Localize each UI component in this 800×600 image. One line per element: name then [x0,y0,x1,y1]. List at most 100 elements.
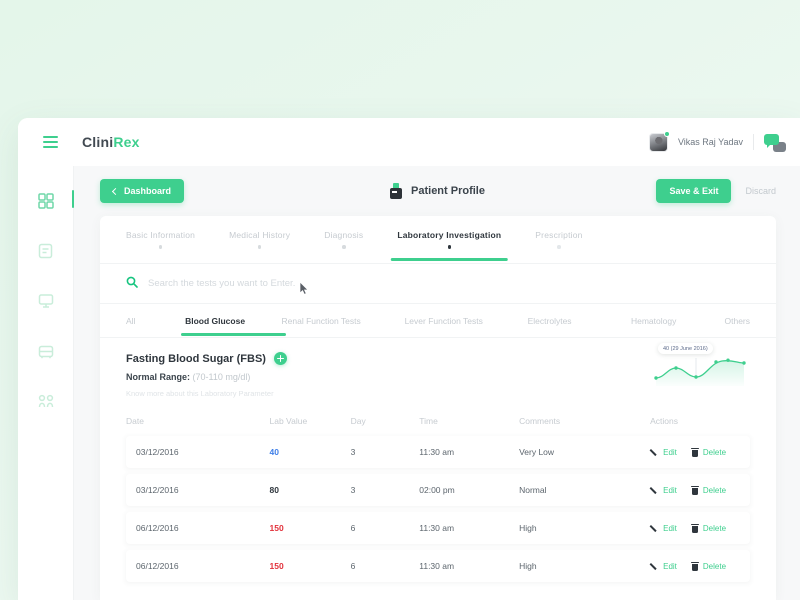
delete-button[interactable]: Delete [690,447,726,457]
search-icon [126,275,138,293]
edit-button[interactable]: Edit [650,562,677,571]
table-row[interactable]: 06/12/2016 150 6 11:30 am High Edit [126,512,750,544]
step-label: Medical History [229,230,291,240]
cell-date: 06/12/2016 [136,561,179,571]
step-dot [158,245,163,249]
chart-point [674,366,678,370]
trash-icon [690,561,699,571]
test-title-row: Fasting Blood Sugar (FBS) [126,352,750,365]
table-header-row: Date Lab Value Day Time Comments Actions [126,414,750,430]
normal-range-label: Normal Range: [126,372,191,382]
user-name-label: Vikas Raj Yadav [677,137,743,147]
search-input[interactable] [148,278,468,289]
step-label: Laboratory Investigation [397,230,502,240]
delete-button[interactable]: Delete [690,523,726,533]
edit-label: Edit [663,561,677,571]
step-diagnosis[interactable]: Diagnosis [324,230,363,249]
step-dot [257,245,262,249]
cell-lab-value: 40 [269,447,279,457]
tab-hematology[interactable]: Hematology [630,315,677,326]
dashboard-button-label: Dashboard [124,186,172,196]
step-laboratory-investigation[interactable]: Laboratory Investigation [391,230,508,261]
action-bar: Dashboard Patient Profile Save & Exit Di… [74,166,800,216]
sidebar-item-monitor[interactable] [31,288,61,314]
table-row[interactable]: 03/12/2016 80 3 02:00 pm Normal Edit [126,474,750,506]
hamburger-menu-icon[interactable] [30,136,70,148]
app-window: CliniRex Vikas Raj Yadav [18,118,800,600]
column-header-day: Day [350,416,366,426]
chat-bubble-front [764,133,779,148]
cell-comments: Very Low [519,447,555,457]
cell-lab-value: 150 [269,561,284,571]
book-records-icon [38,243,53,259]
discard-button[interactable]: Discard [745,186,776,196]
table-row[interactable]: 03/12/2016 40 3 11:30 am Very Low Edit [126,436,750,468]
tab-lever-function-tests[interactable]: Lever Function Tests [404,315,483,326]
know-more-link[interactable]: Know more about this Laboratory Paramete… [126,389,274,398]
tab-electrolytes[interactable]: Electrolytes [527,315,572,326]
step-basic-information[interactable]: Basic Information [126,230,195,249]
delete-button[interactable]: Delete [690,485,726,495]
tab-all[interactable]: All [126,315,136,326]
sidebar-item-beds[interactable] [31,338,61,364]
save-and-exit-button[interactable]: Save & Exit [656,179,732,203]
cell-time: 11:30 am [419,523,455,533]
avatar[interactable] [648,130,670,152]
test-title: Fasting Blood Sugar (FBS) [126,352,266,365]
grid-dashboard-icon [37,193,54,209]
cell-comments: High [519,561,537,571]
step-dot [342,245,346,249]
sidebar-item-staff[interactable] [31,388,61,414]
cell-actions: Edit Delete [650,550,750,582]
cell-day: 3 [350,485,356,495]
edit-button[interactable]: Edit [650,486,677,495]
table-body: 03/12/2016 40 3 11:30 am Very Low Edit [126,436,750,582]
cell-day: 6 [350,523,356,533]
table-row[interactable]: 06/12/2016 150 6 11:30 am High Edit [126,550,750,582]
chart-point [726,358,730,362]
chart-point [742,361,746,365]
cell-day: 6 [350,561,356,571]
back-to-dashboard-button[interactable]: Dashboard [100,179,185,203]
pencil-icon [650,524,659,533]
sidebar-item-dashboard[interactable] [31,188,74,214]
edit-label: Edit [663,485,677,495]
trash-icon [690,447,699,457]
brand-logo[interactable]: CliniRex [82,134,140,150]
online-status-dot [663,130,670,137]
tab-others[interactable]: Others [724,315,751,326]
sidebar-item-records[interactable] [31,238,61,264]
delete-button[interactable]: Delete [690,561,726,571]
trend-chart[interactable]: 40 (29 June 2016) [650,343,750,388]
edit-label: Edit [663,447,677,457]
lab-results-table: Date Lab Value Day Time Comments Actions… [126,408,750,588]
plus-circle-icon[interactable] [273,352,287,365]
step-medical-history[interactable]: Medical History [229,230,290,249]
step-prescription[interactable]: Prescription [535,230,582,249]
action-bar-right: Save & Exit Discard [656,179,776,203]
pencil-icon [650,448,659,457]
pencil-icon [650,562,659,571]
cell-day: 3 [350,447,356,457]
mouse-cursor-icon [299,281,309,295]
tab-blood-glucose[interactable]: Blood Glucose [181,316,287,336]
page-title-label: Patient Profile [411,185,485,197]
brand-part-one: Clini [82,134,114,150]
edit-button[interactable]: Edit [650,448,677,457]
table-header: Date Lab Value Day Time Comments Actions [126,414,750,430]
cell-time: 11:30 am [419,447,455,457]
brand-part-two: Rex [113,134,140,150]
active-indicator [71,190,74,208]
main-card: Basic Information Medical History Diagno… [100,216,776,600]
test-header: Fasting Blood Sugar (FBS) Normal Range: … [100,338,776,398]
chart-point [714,360,718,364]
step-label: Prescription [535,230,583,240]
edit-button[interactable]: Edit [650,524,677,533]
cell-time: 02:00 pm [419,485,455,495]
cell-date: 03/12/2016 [136,485,179,495]
hospital-bed-icon [38,344,54,359]
tab-renal-function-tests[interactable]: Renal Function Tests [281,315,361,326]
chat-bubble-icon[interactable] [764,133,786,152]
search-bar [100,264,776,304]
step-dot [447,245,452,249]
